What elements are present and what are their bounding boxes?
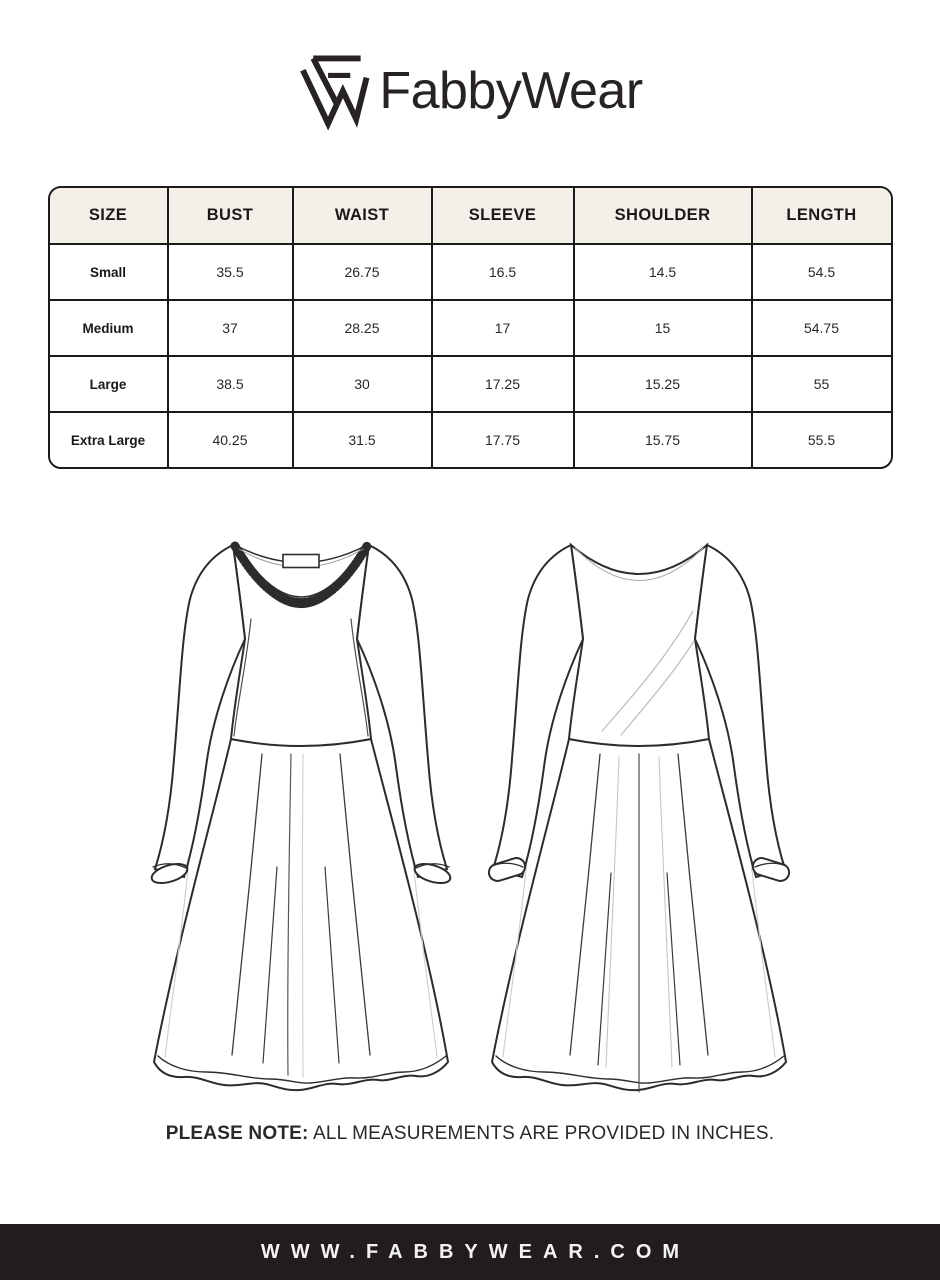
table-row: Medium 37 28.25 17 15 54.75: [49, 299, 891, 357]
size-chart-table: SIZE BUST WAIST SLEEVE SHOULDER LENGTH S…: [49, 188, 891, 467]
back-skirt-fold-lines: [502, 753, 776, 1068]
note-text: ALL MEASUREMENTS ARE PROVIDED IN INCHES.: [312, 1123, 775, 1144]
bust-cell: 40.25: [166, 411, 294, 467]
front-skirt-fold-lines: [164, 753, 438, 1078]
shoulder-cell: 14.5: [572, 243, 753, 301]
back-sleeve: [487, 543, 585, 882]
length-cell: 54.75: [750, 299, 891, 357]
sleeve-cell: 16.5: [430, 243, 575, 301]
size-cell: Extra Large: [49, 411, 169, 467]
princess-seam: [350, 618, 369, 737]
back-cuff: [487, 857, 527, 882]
footer-bar: WWW.FABBYWEAR.COM: [0, 1224, 940, 1280]
dress-front-illustration: [150, 541, 454, 1092]
waist-cell: 28.25: [291, 299, 433, 357]
brand-name: FabbyWear: [379, 62, 643, 120]
dress-back-illustration: [487, 542, 793, 1093]
table-header-row: SIZE BUST WAIST SLEEVE SHOULDER LENGTH: [49, 188, 891, 245]
measurement-note: PLEASE NOTE: ALL MEASUREMENTS ARE PROVID…: [0, 1123, 940, 1145]
fabbywear-monogram-icon: [297, 49, 371, 133]
shoulder-cell: 15: [572, 299, 753, 357]
front-skirt: [152, 737, 450, 1092]
waist-cell: 26.75: [291, 243, 433, 301]
bust-cell: 38.5: [166, 355, 294, 413]
sleeve-cell: 17.25: [430, 355, 575, 413]
column-header-waist: WAIST: [291, 188, 433, 245]
size-cell: Small: [49, 243, 169, 301]
back-neck-inner-line: [574, 547, 704, 581]
column-header-length: LENGTH: [750, 188, 891, 245]
shoulder-cell: 15.25: [572, 355, 753, 413]
ribbed-neckline: [230, 541, 372, 609]
waist-cell: 31.5: [291, 411, 433, 467]
care-label: [282, 553, 320, 569]
column-header-bust: BUST: [166, 188, 294, 245]
note-label: PLEASE NOTE:: [165, 1123, 309, 1144]
shoulder-cell: 15.75: [572, 411, 753, 467]
size-cell: Medium: [49, 299, 169, 357]
sleeve-cell: 17.75: [430, 411, 575, 467]
footer-website-url: WWW.FABBYWEAR.COM: [260, 1240, 691, 1263]
table-row: Extra Large 40.25 31.5 17.75 15.75 55.5: [49, 411, 891, 467]
length-cell: 54.5: [750, 243, 891, 301]
bust-cell: 37: [166, 299, 294, 357]
table-row: Small 35.5 26.75 16.5 14.5 54.5: [49, 243, 891, 301]
princess-seam: [233, 618, 252, 737]
column-header-size: SIZE: [49, 188, 169, 245]
length-cell: 55.5: [750, 411, 891, 467]
column-header-sleeve: SLEEVE: [430, 188, 575, 245]
bust-cell: 35.5: [166, 243, 294, 301]
drape-line: [620, 632, 700, 736]
drape-line: [601, 610, 694, 732]
dress-illustrations: [0, 521, 940, 1099]
waist-cell: 30: [291, 355, 433, 413]
brand-header: FabbyWear: [0, 0, 940, 136]
front-cuff: [150, 862, 189, 885]
length-cell: 55: [750, 355, 891, 413]
table-row: Large 38.5 30 17.25 15.25 55: [49, 355, 891, 413]
size-chart-table-wrapper: SIZE BUST WAIST SLEEVE SHOULDER LENGTH S…: [47, 186, 893, 469]
back-bodice: [567, 542, 711, 747]
column-header-shoulder: SHOULDER: [572, 188, 753, 245]
front-sleeve: [150, 543, 247, 885]
back-skirt: [490, 737, 788, 1093]
sleeve-cell: 17: [430, 299, 575, 357]
size-cell: Large: [49, 355, 169, 413]
